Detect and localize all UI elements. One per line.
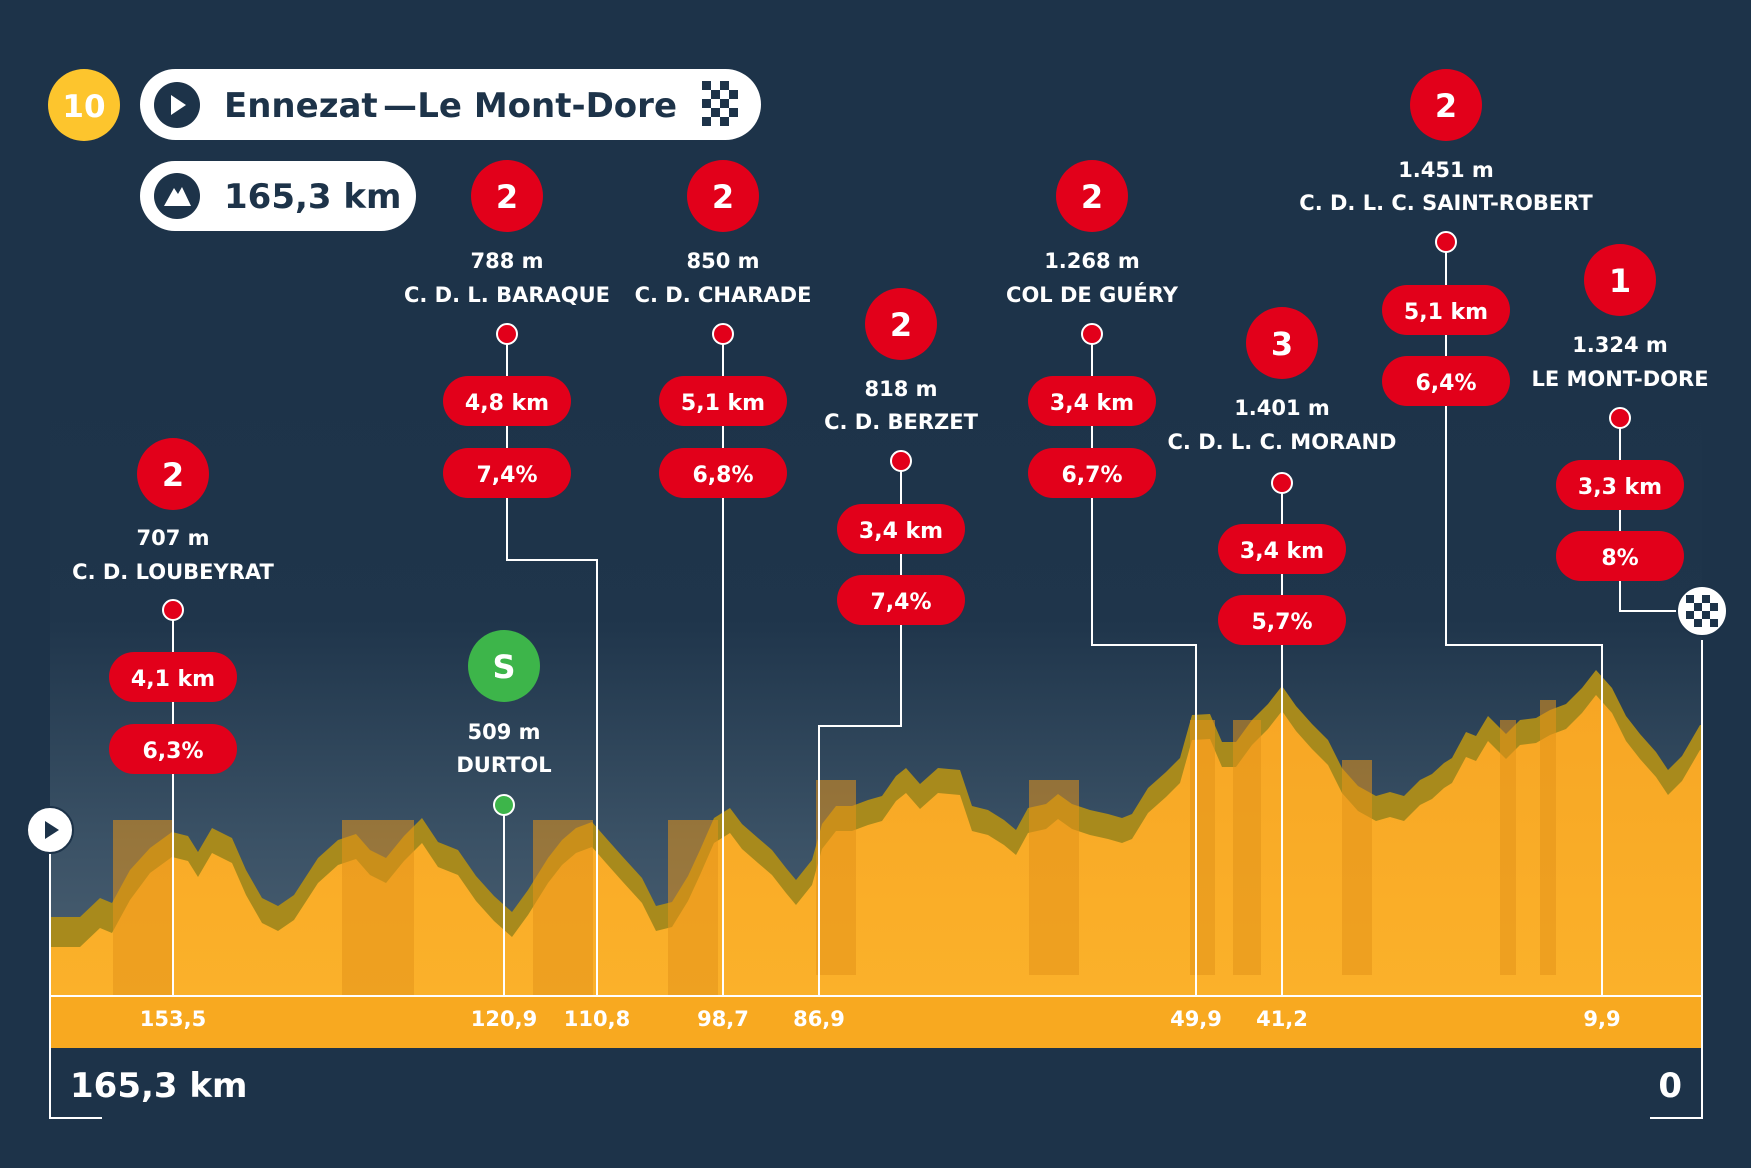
climb-name: C. D. BERZET	[824, 410, 979, 434]
route-start: Ennezat	[224, 86, 378, 126]
climb-category: 2	[1435, 87, 1457, 125]
km-labels: 153,5 120,9 110,8 98,7 86,9 49,9 41,2 9,…	[140, 1007, 1621, 1031]
climb-length: 3,4 km	[859, 519, 943, 544]
climb-altitude: 1.401 m	[1234, 396, 1330, 420]
climb-gradient: 6,4%	[1415, 371, 1476, 396]
climb-gradient: 6,8%	[692, 463, 753, 488]
profile-fill	[50, 695, 1702, 995]
climb-category: 3	[1271, 325, 1293, 363]
axis-brackets	[49, 640, 1703, 1119]
km-band	[50, 997, 1702, 1048]
km-label: 41,2	[1256, 1007, 1308, 1031]
sprint-label: S	[492, 648, 515, 686]
climb-category: 2	[162, 456, 184, 494]
climb-saint-robert[interactable]: 2 1.451 m C. D. L. C. SAINT-ROBERT 5,1 k…	[1299, 69, 1593, 406]
km-label: 86,9	[793, 1007, 845, 1031]
finish-marker[interactable]	[1676, 585, 1728, 637]
climb-gradient: 7,4%	[870, 590, 931, 615]
climb-gradient: 5,7%	[1251, 610, 1312, 635]
climb-altitude: 788 m	[470, 249, 543, 273]
checkered-flag-icon	[1686, 595, 1718, 627]
climb-length: 4,8 km	[465, 391, 549, 416]
climb-baraque[interactable]: 2 788 m C. D. L. BARAQUE 4,8 km 7,4%	[404, 160, 610, 498]
climb-length: 3,3 km	[1578, 475, 1662, 500]
sprint-name: DURTOL	[456, 753, 551, 777]
climb-le-mont-dore[interactable]: 1 1.324 m LE MONT-DORE 3,3 km 8%	[1531, 244, 1709, 581]
mountain-icon	[164, 187, 191, 206]
climb-berzet[interactable]: 2 818 m C. D. BERZET 3,4 km 7,4%	[824, 288, 979, 625]
climb-length: 3,4 km	[1240, 539, 1324, 564]
km-label: 120,9	[471, 1007, 537, 1031]
climb-gradient: 6,3%	[142, 739, 203, 764]
play-icon	[171, 95, 186, 115]
climb-name: COL DE GUÉRY	[1006, 282, 1179, 307]
climb-category: 2	[712, 178, 734, 216]
climb-category: 2	[1081, 178, 1103, 216]
climb-length: 4,1 km	[131, 667, 215, 692]
stage-badge: 10	[48, 69, 120, 141]
axis-start-label: 165,3 km	[70, 1066, 247, 1106]
climb-gradient: 8%	[1601, 546, 1638, 571]
climb-name: C. D. L. C. MORAND	[1168, 430, 1397, 454]
route-separator: —	[383, 86, 417, 126]
climb-name: C. D. L. C. SAINT-ROBERT	[1299, 191, 1593, 215]
climb-altitude: 850 m	[686, 249, 759, 273]
climb-category: 2	[496, 178, 518, 216]
climb-morand[interactable]: 3 1.401 m C. D. L. C. MORAND 3,4 km 5,7%	[1168, 307, 1397, 645]
axis-end-label: 0	[1658, 1066, 1682, 1106]
climb-strips	[113, 700, 1556, 995]
climb-name: C. D. L. BARAQUE	[404, 283, 610, 307]
km-label: 49,9	[1170, 1007, 1222, 1031]
climb-altitude: 818 m	[864, 377, 937, 401]
sprint-dot	[493, 794, 515, 816]
summit-dots	[162, 231, 1631, 621]
climb-charade[interactable]: 2 850 m C. D. CHARADE 5,1 km 6,8%	[635, 160, 812, 498]
route-pill: Ennezat — Le Mont-Dore	[140, 69, 761, 140]
climb-length: 5,1 km	[681, 391, 765, 416]
climb-gradient: 7,4%	[476, 463, 537, 488]
elevation-profile	[50, 670, 1702, 1048]
distance-pill: 165,3 km	[140, 161, 416, 231]
start-marker[interactable]	[26, 806, 74, 854]
climb-gradient: 6,7%	[1061, 463, 1122, 488]
km-label: 110,8	[564, 1007, 630, 1031]
climb-altitude: 1.268 m	[1044, 249, 1140, 273]
climb-altitude: 707 m	[136, 526, 209, 550]
km-label: 9,9	[1583, 1007, 1620, 1031]
climb-name: C. D. LOUBEYRAT	[72, 560, 274, 584]
climb-length: 5,1 km	[1404, 300, 1488, 325]
climb-altitude: 1.324 m	[1572, 333, 1668, 357]
climb-name: LE MONT-DORE	[1531, 367, 1708, 391]
route-finish: Le Mont-Dore	[417, 86, 677, 126]
climb-loubeyrat[interactable]: 2 707 m C. D. LOUBEYRAT 4,1 km 6,3%	[72, 438, 274, 774]
climb-length: 3,4 km	[1050, 391, 1134, 416]
route-distance: 165,3 km	[224, 177, 401, 217]
climb-altitude: 1.451 m	[1398, 158, 1494, 182]
climb-category: 2	[890, 306, 912, 344]
km-label: 153,5	[140, 1007, 206, 1031]
stage-number: 10	[62, 89, 105, 125]
climb-name: C. D. CHARADE	[635, 283, 812, 307]
sprint-durtol[interactable]: S 509 m DURTOL	[456, 630, 552, 777]
climb-guery[interactable]: 2 1.268 m COL DE GUÉRY 3,4 km 6,7%	[1006, 160, 1179, 498]
km-label: 98,7	[697, 1007, 749, 1031]
checkered-flag-icon	[702, 81, 738, 126]
climb-category: 1	[1609, 262, 1631, 300]
sprint-altitude: 509 m	[467, 720, 540, 744]
play-icon	[45, 821, 59, 839]
